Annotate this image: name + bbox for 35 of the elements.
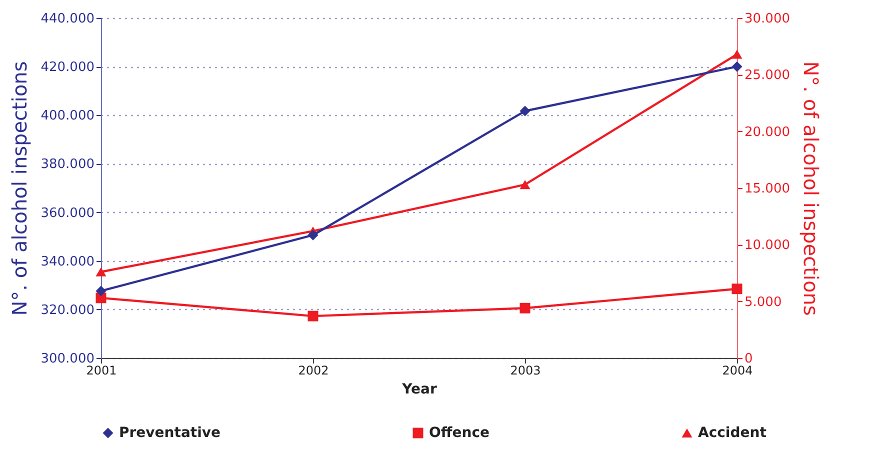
- y2-tick-label: 30.000: [744, 12, 790, 26]
- point: [520, 106, 530, 116]
- point: [732, 61, 742, 72]
- y2-tick-label: 20.000: [744, 124, 790, 140]
- y-tick-label: 320.000: [40, 302, 94, 318]
- y-tick-label: 300.000: [40, 352, 94, 366]
- y-axis-title: N°. of alcohol inspections: [8, 61, 32, 316]
- y2-axis-title: N°. of alcohol inspections: [798, 61, 823, 316]
- point: [308, 230, 318, 240]
- y-tick-label: 340.000: [40, 254, 94, 270]
- x-tick-label: 2004: [722, 364, 753, 378]
- point: [308, 310, 318, 322]
- y-tick-label: 360.000: [40, 206, 94, 221]
- point: [96, 267, 106, 276]
- point: [520, 302, 530, 314]
- x-axis-title: Year: [401, 382, 437, 398]
- legend-label: Preventative: [119, 425, 220, 441]
- x-tick-label: 2002: [298, 364, 329, 378]
- y-tick-label: 420.000: [40, 60, 94, 76]
- y2-tick-label: 15.000: [744, 182, 790, 196]
- y2-tick-label: 25.000: [744, 68, 790, 84]
- y-tick-label: 400.000: [40, 108, 94, 124]
- y2-tick-label: 5.000: [744, 294, 782, 310]
- point: [732, 50, 742, 59]
- point: [520, 180, 530, 190]
- y-tick-label: 380.000: [40, 157, 94, 172]
- point: [732, 284, 742, 294]
- y2-tick-label: 0: [744, 352, 753, 366]
- y-tick-label: 440.000: [40, 12, 94, 26]
- legend-label: Offence: [429, 425, 490, 441]
- y2-tick-label: 10.000: [744, 238, 790, 254]
- point: [96, 286, 106, 296]
- x-tick-label: 2003: [510, 364, 541, 378]
- legend-label: Accident: [698, 425, 767, 441]
- x-tick-label: 2001: [86, 364, 117, 378]
